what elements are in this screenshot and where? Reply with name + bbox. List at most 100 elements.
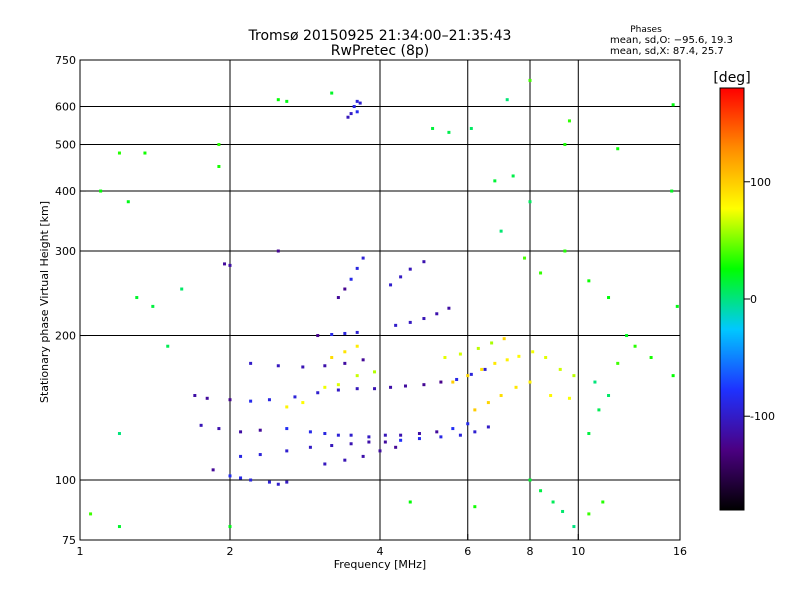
stats-o-mode: mean, sd,O: −95.6, 19.3 [610, 35, 733, 46]
echo-point [249, 478, 253, 482]
echo-point [447, 306, 451, 310]
echo-point [408, 320, 412, 324]
echo-point [601, 500, 605, 504]
echo-point [223, 262, 227, 266]
echo-point [670, 189, 674, 193]
echo-point [330, 91, 334, 95]
echo-point [323, 385, 327, 389]
echo-point [499, 229, 503, 233]
chart-subtitle: RwPretec (8p) [331, 43, 429, 59]
echo-point [523, 256, 527, 260]
echo-point [539, 271, 543, 275]
echo-point [117, 151, 121, 155]
y-tick-label: 100 [55, 474, 76, 487]
echo-point [316, 334, 320, 338]
echo-point [539, 489, 543, 493]
echo-point [117, 525, 121, 529]
echo-point [439, 435, 443, 439]
echo-point [258, 428, 262, 432]
echo-point [336, 383, 340, 387]
echo-point [572, 374, 576, 378]
echo-point [323, 364, 327, 368]
y-tick-label: 75 [62, 534, 76, 547]
echo-point [616, 361, 620, 365]
echo-point [389, 283, 393, 287]
echo-point [528, 200, 532, 204]
echo-point [408, 500, 412, 504]
colorbar-gradient [719, 87, 745, 511]
y-tick-label: 500 [55, 139, 76, 152]
echo-point [435, 312, 439, 316]
echo-point [239, 430, 243, 434]
echo-point [408, 267, 412, 271]
echo-point [469, 126, 473, 130]
echo-point [355, 344, 359, 348]
echo-point [323, 462, 327, 466]
echo-point [476, 346, 480, 350]
echo-point [490, 341, 494, 345]
echo-point [493, 179, 497, 183]
grid-lines [80, 60, 680, 540]
y-axis-label: Stationary phase Virtual Height [km] [38, 201, 51, 403]
echo-point [399, 433, 403, 437]
echo-point [361, 256, 365, 260]
echo-point [293, 395, 297, 399]
echo-point [486, 401, 490, 405]
echo-point [451, 427, 455, 431]
echo-point [439, 380, 443, 384]
echo-point [367, 440, 371, 444]
echo-point [336, 433, 340, 437]
echo-point [505, 98, 509, 102]
echo-point [330, 332, 334, 336]
echo-point [355, 266, 359, 270]
stats-x-mode: mean, sd,X: 87.4, 25.7 [610, 46, 724, 57]
echo-point [323, 432, 327, 436]
echo-point [285, 427, 289, 431]
echo-point [383, 440, 387, 444]
echo-point [561, 509, 565, 513]
echo-point [276, 249, 280, 253]
echo-point [502, 337, 506, 341]
chart-title: Tromsø 20150925 21:34:00–21:35:43 [248, 28, 512, 44]
echo-point [499, 394, 503, 398]
echo-point [544, 355, 548, 359]
echo-point [587, 279, 591, 283]
echo-point [308, 445, 312, 449]
echo-point [343, 458, 347, 462]
echo-point [308, 430, 312, 434]
x-tick-label: 2 [227, 545, 234, 558]
echo-point [352, 105, 356, 109]
echo-point [403, 384, 407, 388]
echo-point [394, 445, 398, 449]
echo-point [493, 361, 497, 365]
echo-point [458, 433, 462, 437]
echo-point [671, 103, 675, 107]
echo-point [480, 367, 484, 371]
echo-point [399, 275, 403, 279]
echo-point [473, 408, 477, 412]
echo-point [511, 174, 515, 178]
echo-point [99, 189, 103, 193]
stats-heading: Phases [630, 25, 662, 35]
echo-point [447, 130, 451, 134]
echo-point [349, 433, 353, 437]
echo-point [455, 377, 459, 381]
echo-point [422, 383, 426, 387]
echo-point [355, 330, 359, 334]
echo-point [399, 438, 403, 442]
echo-point [126, 200, 130, 204]
echo-point [616, 147, 620, 151]
echo-point [563, 249, 567, 253]
echo-point [558, 367, 562, 371]
echo-point [373, 370, 377, 374]
echo-point [649, 355, 653, 359]
echo-point [355, 374, 359, 378]
echo-point [276, 98, 280, 102]
echo-point [486, 425, 490, 429]
echo-point [587, 512, 591, 516]
echo-point [355, 387, 359, 391]
echo-point [514, 385, 518, 389]
echo-point [89, 512, 93, 516]
